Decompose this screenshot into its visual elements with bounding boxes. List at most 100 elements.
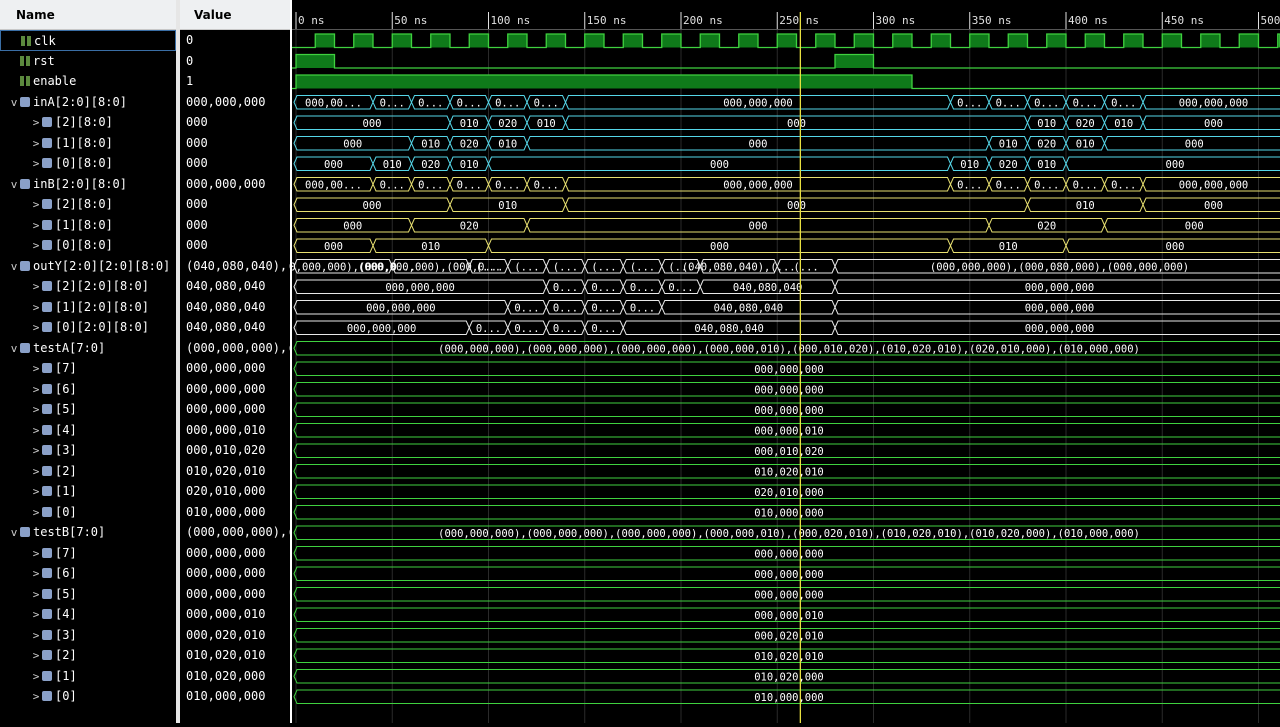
signal-row-inA2[interactable]: >[2][8:0]	[0, 112, 176, 133]
signal-value-inB0: 000	[180, 235, 290, 256]
signal-value-rst: 0	[180, 51, 290, 72]
chevron-right-icon[interactable]: >	[30, 277, 42, 297]
chevron-down-icon[interactable]: v	[8, 339, 20, 359]
chevron-right-icon[interactable]: >	[30, 113, 42, 133]
signal-row-testB6[interactable]: >[6]	[0, 563, 176, 584]
ruler-tick-label: 150 ns	[587, 14, 627, 27]
chevron-down-icon[interactable]: v	[8, 523, 20, 543]
chevron-right-icon[interactable]: >	[30, 236, 42, 256]
chevron-down-icon[interactable]: v	[8, 175, 20, 195]
signal-row-rst[interactable]: rst	[0, 51, 176, 72]
signal-high-fill	[816, 34, 835, 48]
bus-value-label: 010	[498, 138, 517, 150]
chevron-right-icon[interactable]: >	[30, 646, 42, 666]
signal-row-enable[interactable]: enable	[0, 71, 176, 92]
chevron-right-icon[interactable]: >	[30, 134, 42, 154]
chevron-right-icon[interactable]: >	[30, 298, 42, 318]
signal-row-testA1[interactable]: >[1]	[0, 481, 176, 502]
signal-high-fill	[1124, 34, 1143, 48]
signal-row-testA2[interactable]: >[2]	[0, 461, 176, 482]
chevron-right-icon[interactable]: >	[30, 462, 42, 482]
chevron-right-icon[interactable]: >	[30, 687, 42, 707]
signal-value-testB1: 010,020,000	[180, 666, 290, 687]
chevron-down-icon[interactable]: v	[8, 257, 20, 277]
signal-row-clk[interactable]: clk	[0, 30, 176, 51]
bus-value-label: 020,010,000	[754, 487, 824, 499]
chevron-right-icon[interactable]: >	[30, 503, 42, 523]
chevron-right-icon[interactable]: >	[30, 195, 42, 215]
signal-row-outY2[interactable]: >[2][2:0][8:0]	[0, 276, 176, 297]
signal-value-testB3: 000,020,010	[180, 625, 290, 646]
chevron-right-icon[interactable]: >	[30, 605, 42, 625]
value-column-header[interactable]: Value	[180, 0, 290, 30]
chevron-right-icon[interactable]: >	[30, 667, 42, 687]
signal-high-fill	[623, 34, 642, 48]
bus-value-label: 0...	[380, 97, 405, 109]
signal-high-fill	[1047, 34, 1066, 48]
bus-value-label: 0...	[553, 323, 578, 335]
signal-row-testA6[interactable]: >[6]	[0, 379, 176, 400]
bus-value-label: (...	[630, 261, 655, 273]
chevron-right-icon[interactable]: >	[30, 544, 42, 564]
signal-row-testB1[interactable]: >[1]	[0, 666, 176, 687]
signal-row-inB1[interactable]: >[1][8:0]	[0, 215, 176, 236]
signal-row-testB0[interactable]: >[0]	[0, 686, 176, 707]
bus-value-label: 020	[1076, 118, 1095, 130]
chevron-right-icon[interactable]: >	[30, 154, 42, 174]
chevron-right-icon[interactable]: >	[30, 359, 42, 379]
signal-high-fill	[931, 34, 950, 48]
chevron-down-icon[interactable]: v	[8, 93, 20, 113]
bus-value-label: 000,000,000	[754, 364, 824, 376]
signal-high-fill	[508, 34, 527, 48]
signal-row-testB7[interactable]: >[7]	[0, 543, 176, 564]
bus-value-label: 010	[460, 159, 479, 171]
bus-value-label: 000,000,000	[754, 589, 824, 601]
signal-row-testB3[interactable]: >[3]	[0, 625, 176, 646]
signal-row-testB5[interactable]: >[5]	[0, 584, 176, 605]
chevron-right-icon[interactable]: >	[30, 482, 42, 502]
signal-name-label: testB[7:0]	[33, 525, 105, 539]
signal-row-inA1[interactable]: >[1][8:0]	[0, 133, 176, 154]
signal-row-inA0[interactable]: >[0][8:0]	[0, 153, 176, 174]
bus-value-label: 0...	[668, 282, 693, 294]
bus-value-label: 000	[749, 138, 768, 150]
chevron-right-icon[interactable]: >	[30, 564, 42, 584]
signal-row-inB2[interactable]: >[2][8:0]	[0, 194, 176, 215]
signal-row-outY1[interactable]: >[1][2:0][8:0]	[0, 297, 176, 318]
signal-row-testA3[interactable]: >[3]	[0, 440, 176, 461]
bus-signal-icon	[42, 507, 52, 517]
bus-signal-icon	[42, 548, 52, 558]
signal-value-testB: (000,000,000),(	[180, 522, 290, 543]
bus-value-label: 000,00...	[305, 179, 362, 191]
chevron-right-icon[interactable]: >	[30, 318, 42, 338]
signal-row-testA0[interactable]: >[0]	[0, 502, 176, 523]
signal-row-outY0[interactable]: >[0][2:0][8:0]	[0, 317, 176, 338]
chevron-right-icon[interactable]: >	[30, 380, 42, 400]
bus-signal-icon	[20, 527, 30, 537]
signal-row-inB0[interactable]: >[0][8:0]	[0, 235, 176, 256]
signal-high-fill	[970, 34, 989, 48]
signal-value-testA4: 000,000,010	[180, 420, 290, 441]
signal-value-inB2: 000	[180, 194, 290, 215]
signal-row-testB[interactable]: v testB[7:0]	[0, 522, 176, 543]
chevron-right-icon[interactable]: >	[30, 585, 42, 605]
chevron-right-icon[interactable]: >	[30, 400, 42, 420]
chevron-right-icon[interactable]: >	[30, 421, 42, 441]
chevron-right-icon[interactable]: >	[30, 626, 42, 646]
chevron-right-icon[interactable]: >	[30, 216, 42, 236]
signal-row-testB4[interactable]: >[4]	[0, 604, 176, 625]
bus-value-label: 0...	[1111, 97, 1136, 109]
signal-row-testA5[interactable]: >[5]	[0, 399, 176, 420]
signal-value-outY: (040,080,040),(	[180, 256, 290, 277]
signal-row-testA4[interactable]: >[4]	[0, 420, 176, 441]
signal-row-testA7[interactable]: >[7]	[0, 358, 176, 379]
signal-row-testB2[interactable]: >[2]	[0, 645, 176, 666]
name-column-header[interactable]: Name	[0, 0, 176, 30]
chevron-right-icon[interactable]: >	[30, 441, 42, 461]
